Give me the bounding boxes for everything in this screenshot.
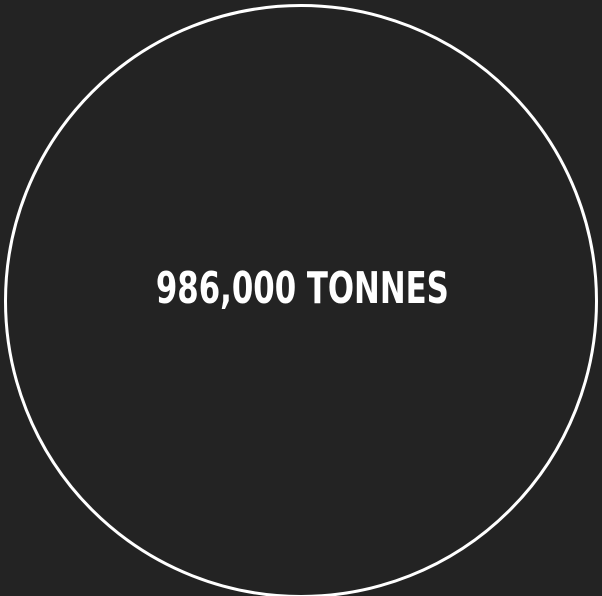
stat-value-label: 986,000 TONNES	[155, 263, 449, 314]
